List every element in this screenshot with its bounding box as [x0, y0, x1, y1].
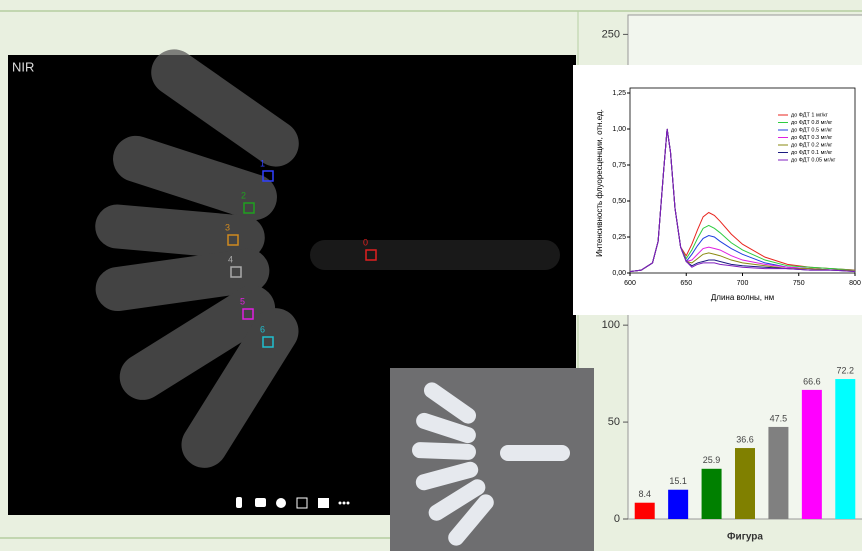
x-tick-label: 600	[624, 280, 636, 287]
x-tick-label: 700	[737, 280, 749, 287]
y-tick-label: 0,25	[612, 234, 626, 241]
x-tick-label: 800	[849, 280, 861, 287]
collage: NIR 0 1 2 3 4 5 6	[0, 0, 862, 551]
bar	[668, 490, 688, 519]
data-label: 15.1	[669, 476, 687, 486]
photo-tube	[500, 445, 570, 461]
roi-label: 5	[240, 296, 245, 306]
data-label: 8.4	[638, 489, 651, 499]
photo-tube	[412, 442, 477, 460]
legend-label: до ФДТ 0.8 мг/кг	[791, 120, 832, 126]
data-label: 66.6	[803, 376, 821, 386]
y-tick-label: 100	[602, 319, 620, 331]
nir-label: NIR	[12, 59, 34, 74]
bar	[768, 427, 788, 519]
toolbar-icon[interactable]	[318, 498, 329, 508]
toolbar-icon[interactable]	[255, 498, 266, 507]
bar	[802, 390, 822, 519]
data-label: 47.5	[770, 413, 788, 423]
y-tick-label: 0,00	[612, 270, 626, 277]
legend-label: до ФДТ 0.3 мг/кг	[791, 135, 832, 141]
roi-label: 1	[260, 158, 265, 168]
photo	[390, 368, 594, 551]
data-label: 72.2	[837, 365, 855, 375]
legend-label: до ФДТ 0.2 мг/кг	[791, 142, 832, 148]
toolbar-icon[interactable]	[343, 502, 346, 505]
y-tick-label: 0	[614, 513, 620, 525]
y-tick-label: 0,75	[612, 162, 626, 169]
bar	[635, 503, 655, 519]
legend-label: до ФДТ 0.05 мг/кг	[791, 157, 835, 163]
x-tick-label: 650	[680, 280, 692, 287]
bar	[835, 379, 855, 519]
bar	[735, 448, 755, 519]
x-tick-label: 750	[793, 280, 805, 287]
roi-label: 2	[241, 190, 246, 200]
legend-label: до ФДТ 1 мг/кг	[791, 112, 828, 118]
y-tick-label: 50	[608, 416, 620, 428]
roi-label: 0	[363, 237, 368, 247]
tube	[310, 240, 560, 270]
toolbar-icon[interactable]	[276, 498, 286, 508]
y-axis-label: Интенсивность флуоресценции, отн.ед.	[595, 109, 604, 257]
bar	[702, 469, 722, 519]
y-tick-label: 1,25	[612, 90, 626, 97]
toolbar-icon[interactable]	[339, 502, 342, 505]
legend-label: до ФДТ 0.5 мг/кг	[791, 127, 832, 133]
y-tick-label: 1,00	[612, 126, 626, 133]
roi-label: 4	[228, 254, 233, 264]
x-axis-label: Длина волны, нм	[711, 293, 774, 302]
x-axis-label: Фигура	[727, 532, 763, 543]
data-label: 36.6	[736, 434, 754, 444]
y-tick-label: 0,50	[612, 198, 626, 205]
y-tick-label: 250	[602, 28, 620, 40]
roi-label: 6	[260, 324, 265, 334]
toolbar-icon[interactable]	[347, 502, 350, 505]
roi-label: 3	[225, 222, 230, 232]
page: {"nir_panel": {"label": "NIR", "rois": […	[0, 0, 862, 556]
legend-label: до ФДТ 0.1 мг/кг	[791, 150, 832, 156]
toolbar-icon[interactable]	[236, 497, 242, 508]
inset-background	[573, 65, 862, 315]
data-label: 25.9	[703, 455, 721, 465]
